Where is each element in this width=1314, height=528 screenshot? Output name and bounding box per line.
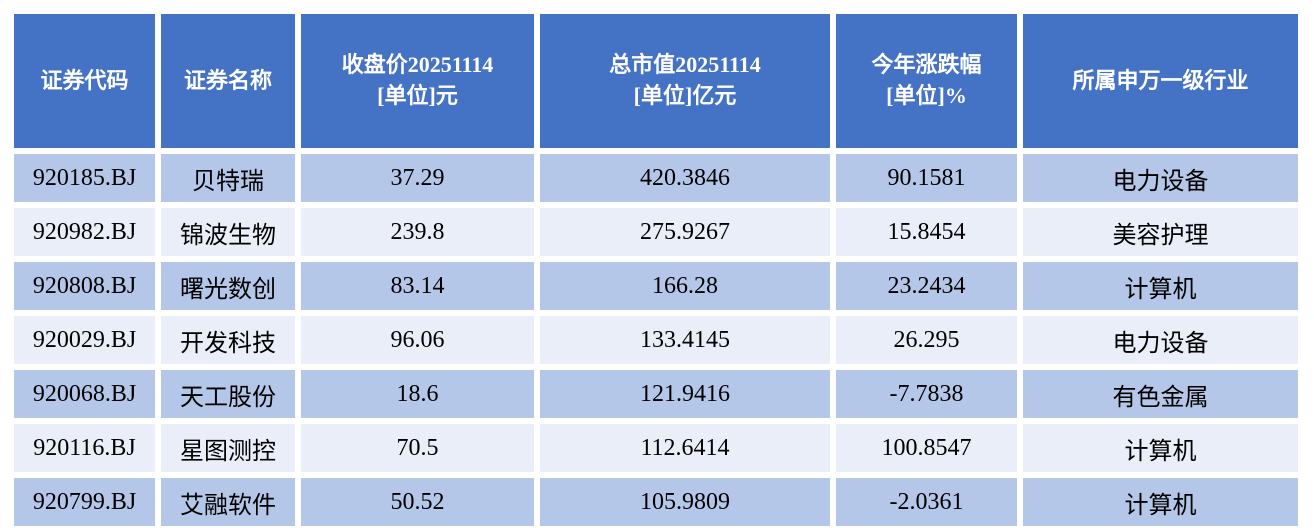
cell-code: 920799.BJ (14, 478, 155, 526)
cell-code: 920029.BJ (14, 316, 155, 364)
cell-mktcap: 420.3846 (540, 154, 830, 202)
cell-mktcap: 275.9267 (540, 208, 830, 256)
header-cell-ytd: 今年涨跌幅 [单位]% (836, 14, 1017, 148)
cell-ytd: 100.8547 (836, 424, 1017, 472)
header-cell-name: 证券名称 (161, 14, 295, 148)
cell-mktcap: 133.4145 (540, 316, 830, 364)
header-cell-close: 收盘价20251114 [单位]元 (301, 14, 534, 148)
cell-mktcap: 121.9416 (540, 370, 830, 418)
table-row: 920982.BJ 锦波生物 239.8 275.9267 15.8454 美容… (14, 208, 1298, 256)
cell-code: 920116.BJ (14, 424, 155, 472)
cell-close: 83.14 (301, 262, 534, 310)
cell-mktcap: 112.6414 (540, 424, 830, 472)
table-row: 920799.BJ 艾融软件 50.52 105.9809 -2.0361 计算… (14, 478, 1298, 526)
cell-name: 贝特瑞 (161, 154, 295, 202)
cell-name: 天工股份 (161, 370, 295, 418)
cell-industry: 计算机 (1023, 262, 1298, 310)
cell-close: 50.52 (301, 478, 534, 526)
cell-industry: 美容护理 (1023, 208, 1298, 256)
cell-name: 星图测控 (161, 424, 295, 472)
cell-name: 曙光数创 (161, 262, 295, 310)
cell-close: 70.5 (301, 424, 534, 472)
cell-code: 920185.BJ (14, 154, 155, 202)
cell-close: 239.8 (301, 208, 534, 256)
header-cell-mktcap: 总市值20251114 [单位]亿元 (540, 14, 830, 148)
cell-name: 艾融软件 (161, 478, 295, 526)
cell-close: 37.29 (301, 154, 534, 202)
cell-name: 锦波生物 (161, 208, 295, 256)
header-row: 证券代码 证券名称 收盘价20251114 [单位]元 总市值20251114 … (14, 14, 1298, 148)
cell-code: 920982.BJ (14, 208, 155, 256)
table-row: 920808.BJ 曙光数创 83.14 166.28 23.2434 计算机 (14, 262, 1298, 310)
cell-mktcap: 166.28 (540, 262, 830, 310)
cell-code: 920808.BJ (14, 262, 155, 310)
cell-industry: 电力设备 (1023, 316, 1298, 364)
cell-industry: 有色金属 (1023, 370, 1298, 418)
cell-industry: 电力设备 (1023, 154, 1298, 202)
cell-ytd: 26.295 (836, 316, 1017, 364)
header-cell-code: 证券代码 (14, 14, 155, 148)
cell-ytd: 15.8454 (836, 208, 1017, 256)
cell-industry: 计算机 (1023, 478, 1298, 526)
cell-name: 开发科技 (161, 316, 295, 364)
cell-industry: 计算机 (1023, 424, 1298, 472)
stock-table: 证券代码 证券名称 收盘价20251114 [单位]元 总市值20251114 … (8, 8, 1304, 528)
table-row: 920068.BJ 天工股份 18.6 121.9416 -7.7838 有色金… (14, 370, 1298, 418)
table-row: 920029.BJ 开发科技 96.06 133.4145 26.295 电力设… (14, 316, 1298, 364)
cell-mktcap: 105.9809 (540, 478, 830, 526)
cell-close: 18.6 (301, 370, 534, 418)
table-row: 920185.BJ 贝特瑞 37.29 420.3846 90.1581 电力设… (14, 154, 1298, 202)
table-row: 920116.BJ 星图测控 70.5 112.6414 100.8547 计算… (14, 424, 1298, 472)
cell-code: 920068.BJ (14, 370, 155, 418)
cell-ytd: -7.7838 (836, 370, 1017, 418)
cell-close: 96.06 (301, 316, 534, 364)
cell-ytd: 23.2434 (836, 262, 1017, 310)
cell-ytd: 90.1581 (836, 154, 1017, 202)
cell-ytd: -2.0361 (836, 478, 1017, 526)
header-cell-industry: 所属申万一级行业 (1023, 14, 1298, 148)
